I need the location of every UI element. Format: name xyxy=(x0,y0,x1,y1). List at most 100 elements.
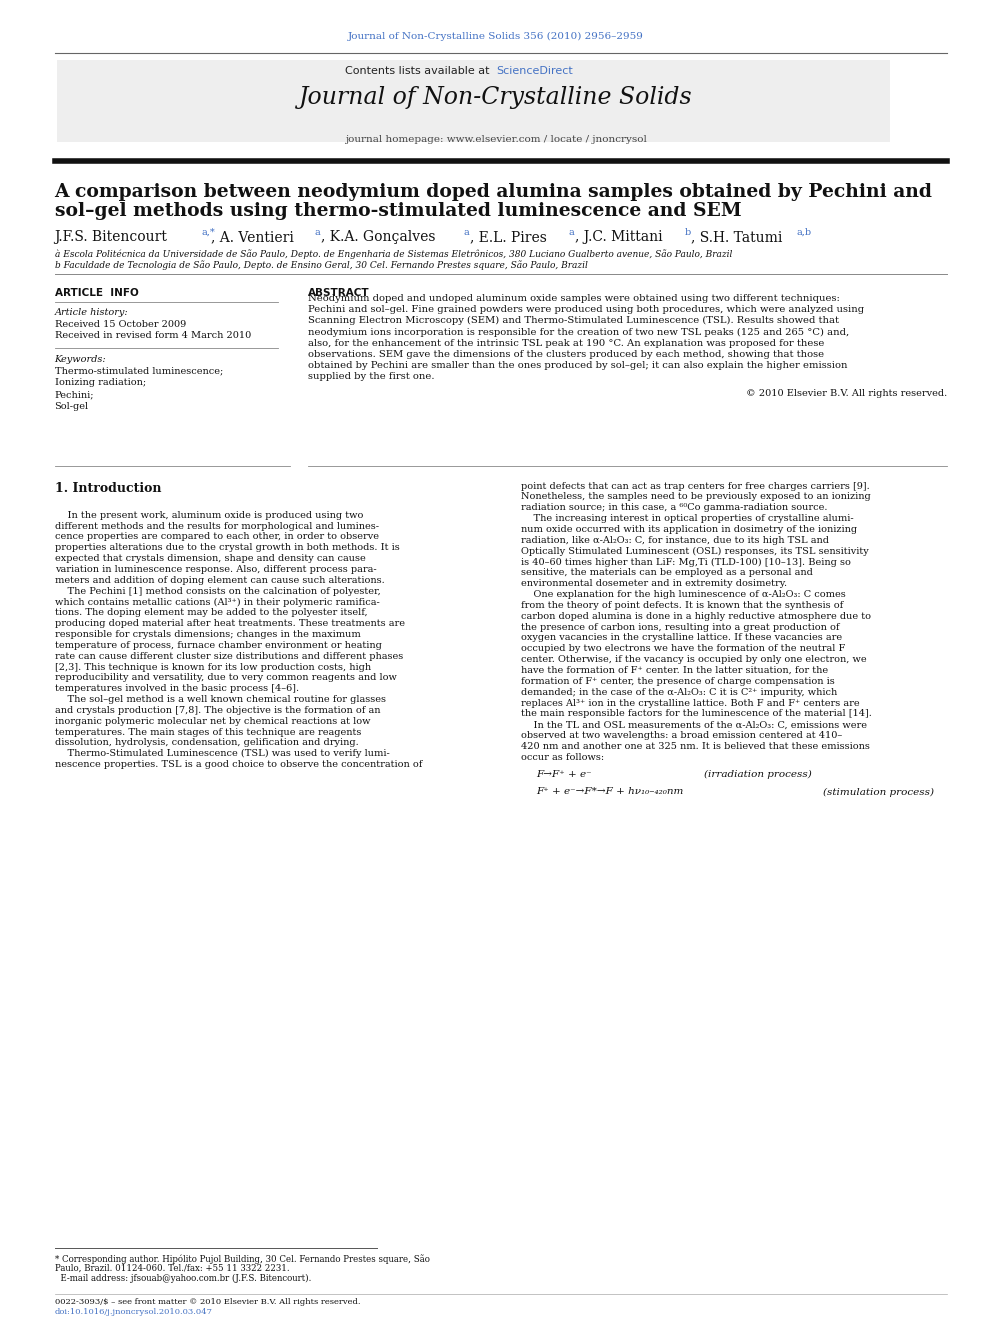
Text: sensitive, the materials can be employed as a personal and: sensitive, the materials can be employed… xyxy=(521,569,812,577)
Text: responsible for crystals dimensions; changes in the maximum: responsible for crystals dimensions; cha… xyxy=(55,630,360,639)
Text: the presence of carbon ions, resulting into a great production of: the presence of carbon ions, resulting i… xyxy=(521,623,839,631)
Text: a,b: a,b xyxy=(797,228,811,237)
Text: have the formation of F⁺ center. In the latter situation, for the: have the formation of F⁺ center. In the … xyxy=(521,665,828,675)
Text: Ionizing radiation;: Ionizing radiation; xyxy=(55,378,146,388)
Text: , K.A. Gonçalves: , K.A. Gonçalves xyxy=(321,230,440,245)
Text: A comparison between neodymium doped alumina samples obtained by Pechini and: A comparison between neodymium doped alu… xyxy=(55,183,932,201)
Text: reproducibility and versatility, due to very common reagents and low: reproducibility and versatility, due to … xyxy=(55,673,397,683)
Text: center. Otherwise, if the vacancy is occupied by only one electron, we: center. Otherwise, if the vacancy is occ… xyxy=(521,655,866,664)
Text: One explanation for the high luminescence of α-Al₂O₃: C comes: One explanation for the high luminescenc… xyxy=(521,590,845,599)
Text: from the theory of point defects. It is known that the synthesis of: from the theory of point defects. It is … xyxy=(521,601,843,610)
Text: rate can cause different cluster size distributions and different phases: rate can cause different cluster size di… xyxy=(55,652,403,660)
Text: Scanning Electron Microscopy (SEM) and Thermo-Stimulated Luminescence (TSL). Res: Scanning Electron Microscopy (SEM) and T… xyxy=(308,316,838,325)
Text: Journal of Non-Crystalline Solids: Journal of Non-Crystalline Solids xyxy=(300,86,692,108)
Text: carbon doped alumina is done in a highly reductive atmosphere due to: carbon doped alumina is done in a highly… xyxy=(521,611,871,620)
Text: ABSTRACT: ABSTRACT xyxy=(308,288,369,299)
Text: (stimulation process): (stimulation process) xyxy=(823,787,934,796)
Text: nescence properties. TSL is a good choice to observe the concentration of: nescence properties. TSL is a good choic… xyxy=(55,761,422,769)
Text: Thermo-stimulated luminescence;: Thermo-stimulated luminescence; xyxy=(55,366,223,376)
Text: In the TL and OSL measurements of the α-Al₂O₃: C, emissions were: In the TL and OSL measurements of the α-… xyxy=(521,720,867,729)
FancyBboxPatch shape xyxy=(57,60,890,142)
Text: The sol–gel method is a well known chemical routine for glasses: The sol–gel method is a well known chemi… xyxy=(55,695,386,704)
Text: In the present work, aluminum oxide is produced using two: In the present work, aluminum oxide is p… xyxy=(55,511,363,520)
Text: , E.L. Pires: , E.L. Pires xyxy=(470,230,552,245)
Text: b: b xyxy=(684,228,690,237)
Text: Pechini and sol–gel. Fine grained powders were produced using both procedures, w: Pechini and sol–gel. Fine grained powder… xyxy=(308,304,864,314)
Text: occur as follows:: occur as follows: xyxy=(521,753,604,762)
Text: occupied by two electrons we have the formation of the neutral F: occupied by two electrons we have the fo… xyxy=(521,644,845,654)
Text: supplied by the first one.: supplied by the first one. xyxy=(308,372,434,381)
Text: tions. The doping element may be added to the polyester itself,: tions. The doping element may be added t… xyxy=(55,609,367,618)
Text: Pechini;: Pechini; xyxy=(55,390,94,400)
Text: journal homepage: www.elsevier.com / locate / jnoncrysol: journal homepage: www.elsevier.com / loc… xyxy=(345,135,647,144)
Text: a: a xyxy=(568,228,574,237)
Text: Optically Stimulated Luminescent (OSL) responses, its TSL sensitivity: Optically Stimulated Luminescent (OSL) r… xyxy=(521,546,869,556)
Text: obtained by Pechini are smaller than the ones produced by sol–gel; it can also e: obtained by Pechini are smaller than the… xyxy=(308,361,847,370)
Text: doi:10.1016/j.jnoncrysol.2010.03.047: doi:10.1016/j.jnoncrysol.2010.03.047 xyxy=(55,1308,212,1316)
Text: ARTICLE  INFO: ARTICLE INFO xyxy=(55,288,138,299)
Text: and crystals production [7,8]. The objective is the formation of an: and crystals production [7,8]. The objec… xyxy=(55,706,380,714)
Text: num oxide occurred with its application in dosimetry of the ionizing: num oxide occurred with its application … xyxy=(521,525,857,534)
Text: also, for the enhancement of the intrinsic TSL peak at 190 °C. An explanation wa: also, for the enhancement of the intrins… xyxy=(308,339,824,348)
Text: 420 nm and another one at 325 nm. It is believed that these emissions: 420 nm and another one at 325 nm. It is … xyxy=(521,742,870,751)
Text: the main responsible factors for the luminescence of the material [14].: the main responsible factors for the lum… xyxy=(521,709,872,718)
Text: temperatures involved in the basic process [4–6].: temperatures involved in the basic proce… xyxy=(55,684,299,693)
Text: inorganic polymeric molecular net by chemical reactions at low: inorganic polymeric molecular net by che… xyxy=(55,717,370,726)
Text: Received 15 October 2009: Received 15 October 2009 xyxy=(55,320,186,329)
Text: properties alterations due to the crystal growth in both methods. It is: properties alterations due to the crysta… xyxy=(55,544,400,552)
Text: 1. Introduction: 1. Introduction xyxy=(55,482,161,495)
Text: b Faculdade de Tecnologia de São Paulo, Depto. de Ensino Geral, 30 Cel. Fernando: b Faculdade de Tecnologia de São Paulo, … xyxy=(55,261,587,270)
Text: producing doped material after heat treatments. These treatments are: producing doped material after heat trea… xyxy=(55,619,405,628)
Text: Paulo, Brazil. 01124-060. Tel./fax: +55 11 3322 2231.: Paulo, Brazil. 01124-060. Tel./fax: +55 … xyxy=(55,1263,290,1273)
Text: replaces Al³⁺ ion in the crystalline lattice. Both F and F⁺ centers are: replaces Al³⁺ ion in the crystalline lat… xyxy=(521,699,859,708)
Text: Neodymium doped and undoped aluminum oxide samples were obtained using two diffe: Neodymium doped and undoped aluminum oxi… xyxy=(308,294,839,303)
Text: observations. SEM gave the dimensions of the clusters produced by each method, s: observations. SEM gave the dimensions of… xyxy=(308,349,823,359)
Text: temperature of process, furnace chamber environment or heating: temperature of process, furnace chamber … xyxy=(55,640,382,650)
Text: variation in luminescence response. Also, different process para-: variation in luminescence response. Also… xyxy=(55,565,376,574)
Text: , J.C. Mittani: , J.C. Mittani xyxy=(575,230,668,245)
Text: ScienceDirect: ScienceDirect xyxy=(496,66,572,77)
Text: (irradiation process): (irradiation process) xyxy=(704,770,812,779)
Text: observed at two wavelengths: a broad emission centered at 410–: observed at two wavelengths: a broad emi… xyxy=(521,732,842,740)
Text: F→F⁺ + e⁻: F→F⁺ + e⁻ xyxy=(536,770,591,779)
Text: radiation, like α-Al₂O₃: C, for instance, due to its high TSL and: radiation, like α-Al₂O₃: C, for instance… xyxy=(521,536,828,545)
Text: temperatures. The main stages of this technique are reagents: temperatures. The main stages of this te… xyxy=(55,728,361,737)
Text: point defects that can act as trap centers for free charges carriers [9].: point defects that can act as trap cente… xyxy=(521,482,870,491)
Text: a,*: a,* xyxy=(201,228,215,237)
Text: Sol-gel: Sol-gel xyxy=(55,402,88,411)
Text: neodymium ions incorporation is responsible for the creation of two new TSL peak: neodymium ions incorporation is responsi… xyxy=(308,327,849,336)
Text: which contains metallic cations (Al³⁺) in their polymeric ramifica-: which contains metallic cations (Al³⁺) i… xyxy=(55,598,379,606)
Text: , S.H. Tatumi: , S.H. Tatumi xyxy=(691,230,788,245)
Text: © 2010 Elsevier B.V. All rights reserved.: © 2010 Elsevier B.V. All rights reserved… xyxy=(746,389,947,398)
Text: Nonetheless, the samples need to be previously exposed to an ionizing: Nonetheless, the samples need to be prev… xyxy=(521,492,871,501)
Text: Thermo-Stimulated Luminescence (TSL) was used to verify lumi-: Thermo-Stimulated Luminescence (TSL) was… xyxy=(55,749,389,758)
Text: dissolution, hydrolysis, condensation, gelification and drying.: dissolution, hydrolysis, condensation, g… xyxy=(55,738,358,747)
Text: J.F.S. Bitencourt: J.F.S. Bitencourt xyxy=(55,230,172,245)
Text: cence properties are compared to each other, in order to observe: cence properties are compared to each ot… xyxy=(55,532,379,541)
Text: F⁺ + e⁻→F*→F + hν₁₀–₄₂₀nm: F⁺ + e⁻→F*→F + hν₁₀–₄₂₀nm xyxy=(536,787,683,796)
Text: demanded; in the case of the α-Al₂O₃: C it is C²⁺ impurity, which: demanded; in the case of the α-Al₂O₃: C … xyxy=(521,688,837,697)
Text: formation of F⁺ center, the presence of charge compensation is: formation of F⁺ center, the presence of … xyxy=(521,677,834,685)
Text: expected that crystals dimension, shape and density can cause: expected that crystals dimension, shape … xyxy=(55,554,365,564)
Text: is 40–60 times higher than LiF: Mg,Ti (TLD-100) [10–13]. Being so: is 40–60 times higher than LiF: Mg,Ti (T… xyxy=(521,557,851,566)
Text: different methods and the results for morphological and lumines-: different methods and the results for mo… xyxy=(55,521,379,531)
Text: environmental dosemeter and in extremity dosimetry.: environmental dosemeter and in extremity… xyxy=(521,579,787,589)
Text: à Escola Politécnica da Universidade de São Paulo, Depto. de Engenharia de Siste: à Escola Politécnica da Universidade de … xyxy=(55,249,732,258)
Text: * Corresponding author. Hipólito Pujol Building, 30 Cel. Fernando Prestes square: * Corresponding author. Hipólito Pujol B… xyxy=(55,1254,430,1263)
Text: Received in revised form 4 March 2010: Received in revised form 4 March 2010 xyxy=(55,331,251,340)
Text: sol–gel methods using thermo-stimulated luminescence and SEM: sol–gel methods using thermo-stimulated … xyxy=(55,202,741,221)
Text: meters and addition of doping element can cause such alterations.: meters and addition of doping element ca… xyxy=(55,576,384,585)
Text: oxygen vacancies in the crystalline lattice. If these vacancies are: oxygen vacancies in the crystalline latt… xyxy=(521,634,842,643)
Text: radiation source; in this case, a ⁶⁰Co gamma-radiation source.: radiation source; in this case, a ⁶⁰Co g… xyxy=(521,503,827,512)
Text: a: a xyxy=(314,228,320,237)
Text: E-mail address: jfsouab@yahoo.com.br (J.F.S. Bitencourt).: E-mail address: jfsouab@yahoo.com.br (J.… xyxy=(55,1274,310,1283)
Text: [2,3]. This technique is known for its low production costs, high: [2,3]. This technique is known for its l… xyxy=(55,663,371,672)
Text: a: a xyxy=(463,228,469,237)
Text: Article history:: Article history: xyxy=(55,308,128,318)
Text: 0022-3093/$ – see front matter © 2010 Elsevier B.V. All rights reserved.: 0022-3093/$ – see front matter © 2010 El… xyxy=(55,1298,360,1306)
Text: Journal of Non-Crystalline Solids 356 (2010) 2956–2959: Journal of Non-Crystalline Solids 356 (2… xyxy=(348,32,644,41)
Text: Keywords:: Keywords: xyxy=(55,355,106,364)
Text: , A. Ventieri: , A. Ventieri xyxy=(211,230,299,245)
Text: The increasing interest in optical properties of crystalline alumi-: The increasing interest in optical prope… xyxy=(521,515,853,523)
Text: The Pechini [1] method consists on the calcination of polyester,: The Pechini [1] method consists on the c… xyxy=(55,586,380,595)
